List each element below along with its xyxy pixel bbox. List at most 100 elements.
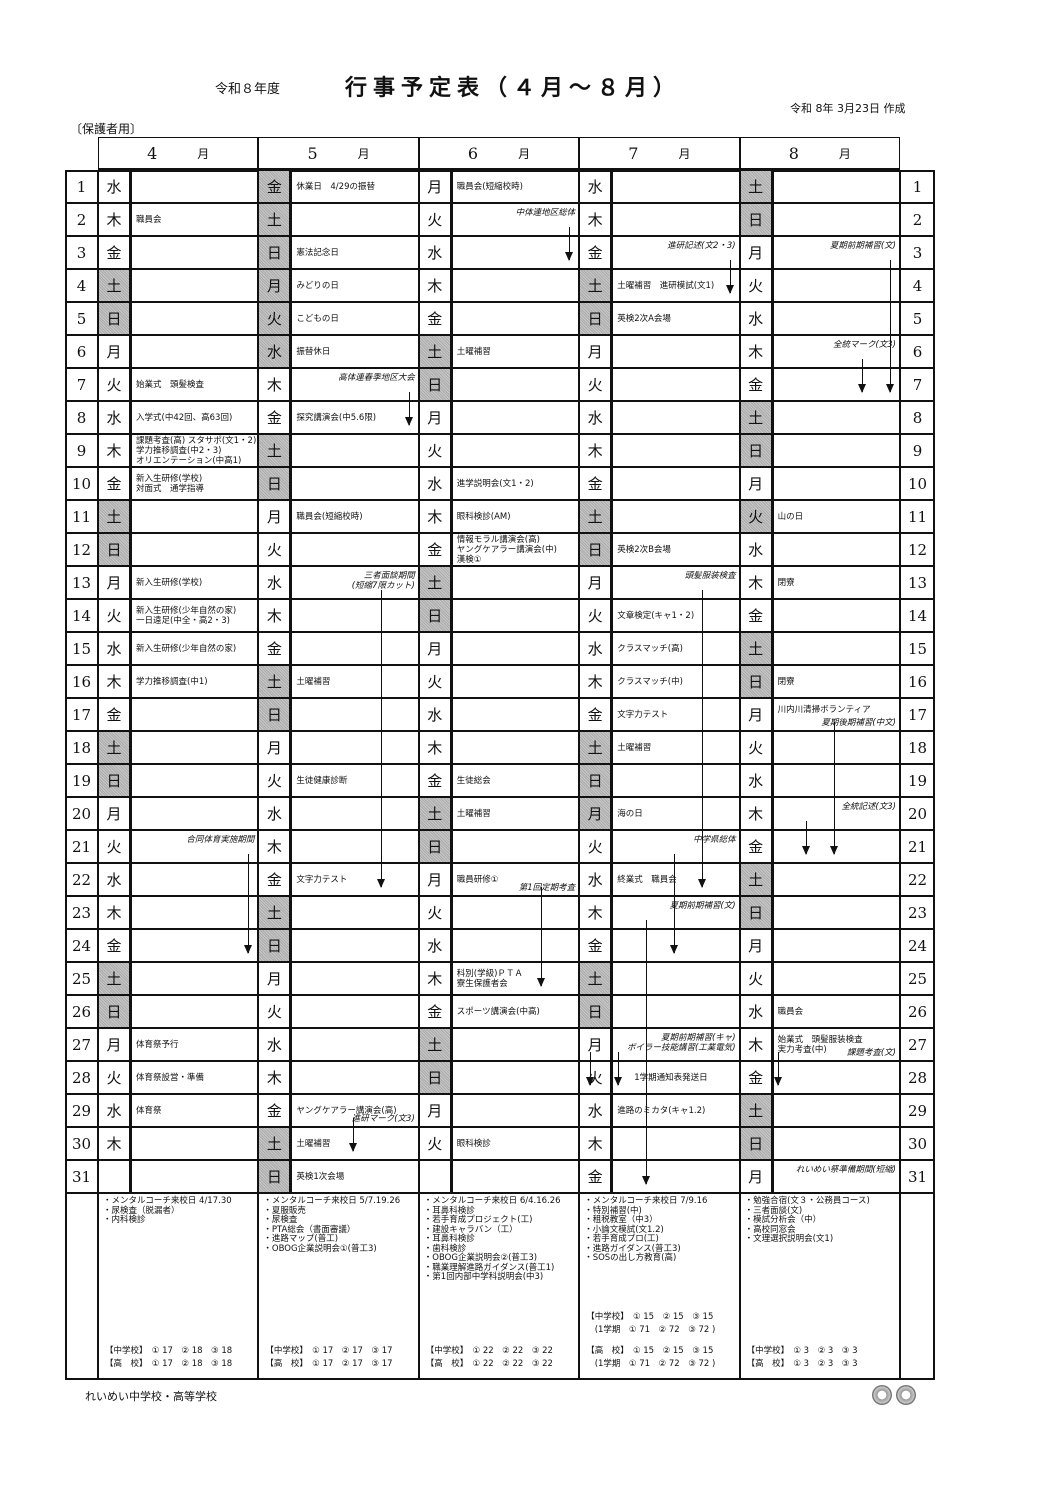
- notes-left-margin: [65, 1193, 98, 1380]
- event-cell: クラスマッチ(高): [612, 632, 740, 665]
- event-text: 英検2次A会場: [617, 313, 671, 324]
- weekday-cell: 金: [418, 533, 452, 566]
- weekday-cell: 水: [418, 467, 452, 500]
- weekday-cell: 水: [258, 335, 292, 368]
- event-cell: [451, 599, 580, 632]
- period-arrow: [830, 722, 838, 855]
- event-cell: [131, 929, 259, 962]
- weekday-cell: 火: [258, 302, 292, 335]
- weekday-cell: 木: [739, 797, 773, 830]
- day-number: 26: [900, 995, 935, 1028]
- day-number: 8: [65, 401, 98, 434]
- weekday-cell: 金: [418, 995, 452, 1028]
- note-item: ・文理選択説明会(文1): [744, 1234, 834, 1244]
- event-cell: [612, 203, 740, 236]
- event-text: 山の日: [777, 511, 804, 522]
- day-number: 23: [65, 896, 98, 929]
- weekday-cell: 金: [418, 302, 452, 335]
- day-number: 8: [900, 401, 935, 434]
- weekday-cell: 水: [579, 632, 613, 665]
- weekday-cell: 月: [739, 467, 773, 500]
- event-text: 土曜補習 進研模試(文1): [617, 280, 715, 291]
- event-text: 職員会: [136, 214, 162, 225]
- event-text: 課題考査(高) スタサポ(文1・2) 学力推移調査(中2・3) オリエンテーショ…: [136, 435, 257, 466]
- event-cell: 振替休日: [291, 335, 419, 368]
- event-cell: [451, 1094, 580, 1127]
- weekday-cell: 火: [579, 599, 613, 632]
- weekday-cell: 木: [258, 368, 292, 401]
- weekday-cell: 土: [258, 1127, 292, 1160]
- event-cell: [131, 302, 259, 335]
- event-cell: [772, 1061, 900, 1094]
- weekday-cell: 日: [258, 698, 292, 731]
- event-cell: [291, 830, 419, 863]
- weekday-cell: 土: [418, 797, 452, 830]
- day-number: 10: [65, 467, 98, 500]
- day-number: 10: [900, 467, 935, 500]
- event-cell: [612, 1160, 740, 1193]
- event-cell: [612, 467, 740, 500]
- event-cell: [772, 863, 900, 896]
- month-number: 6: [467, 143, 479, 163]
- weekday-cell: 月: [739, 929, 773, 962]
- event-cell: 1学期通知表発送日: [612, 1061, 740, 1094]
- event-cell: [451, 665, 580, 698]
- event-cell: 新入生研修(少年自然の家): [131, 632, 259, 665]
- weekday-cell: 土: [418, 1028, 452, 1061]
- weekday-cell: 日: [739, 434, 773, 467]
- weekday-cell: 土: [418, 335, 452, 368]
- weekday-cell: 火: [418, 434, 452, 467]
- period-arrow: [641, 920, 650, 1185]
- weekday-cell: 金: [98, 236, 131, 269]
- event-cell: [291, 434, 419, 467]
- month-notes: ・メンタルコーチ来校日 5/7.19.26 ・夏服販売 ・尿検査 ・PTA総会（書面審…: [258, 1193, 419, 1380]
- weekday-cell: 日: [258, 1160, 292, 1193]
- period-arrow: [802, 821, 810, 855]
- event-cell: [131, 863, 259, 896]
- weekday-cell: 土: [258, 434, 292, 467]
- day-number: 13: [900, 566, 935, 599]
- day-number: 4: [65, 269, 98, 302]
- period-label: 進研マーク(文3): [351, 1114, 415, 1124]
- note-item: ・尿検査（脱漏者）: [103, 1205, 180, 1216]
- event-text: 職員会(短縮校時): [296, 511, 363, 522]
- event-cell: [451, 236, 580, 269]
- event-cell: 三者面談期間 (短縮7限カット): [291, 566, 419, 599]
- event-cell: [131, 1160, 259, 1193]
- event-text: 憲法記念日: [296, 247, 339, 258]
- month-number: 5: [307, 143, 318, 163]
- event-cell: 新入生研修(学校) 対面式 通学指導: [131, 467, 259, 500]
- event-cell: [131, 500, 259, 533]
- event-cell: [451, 368, 580, 401]
- event-cell: [291, 929, 419, 962]
- event-text: こどもの日: [296, 313, 339, 324]
- event-cell: [291, 632, 419, 665]
- day-number: 29: [65, 1094, 98, 1127]
- weekday-cell: 水: [579, 170, 613, 203]
- weekday-cell: 日: [418, 368, 452, 401]
- day-number: 17: [900, 698, 935, 731]
- event-cell: [131, 995, 259, 1028]
- event-text: 土曜補習: [456, 808, 491, 819]
- period-label: 第1回定期考査: [518, 883, 576, 893]
- weekday-cell: 火: [739, 731, 773, 764]
- event-cell: 土曜補習: [451, 797, 580, 830]
- event-cell: 土曜補習: [291, 1127, 419, 1160]
- event-cell: [772, 830, 900, 863]
- event-cell: みどりの日: [291, 269, 419, 302]
- day-number: 14: [65, 599, 98, 632]
- weekday-cell: 金: [98, 698, 131, 731]
- event-cell: [772, 731, 900, 764]
- month-number: 4: [147, 143, 158, 163]
- weekday-cell: 木: [739, 335, 773, 368]
- weekday-cell: 火: [98, 830, 131, 863]
- event-text: 生徒健康診断: [296, 775, 348, 786]
- event-text: 海の日: [617, 808, 643, 819]
- event-cell: [451, 1061, 580, 1094]
- weekday-cell: 日: [739, 896, 773, 929]
- weekday-cell: 月: [258, 269, 292, 302]
- weekday-cell: 土: [739, 1094, 773, 1127]
- weekday-cell: 木: [258, 599, 292, 632]
- period-label: 課題考査(文): [846, 1048, 896, 1058]
